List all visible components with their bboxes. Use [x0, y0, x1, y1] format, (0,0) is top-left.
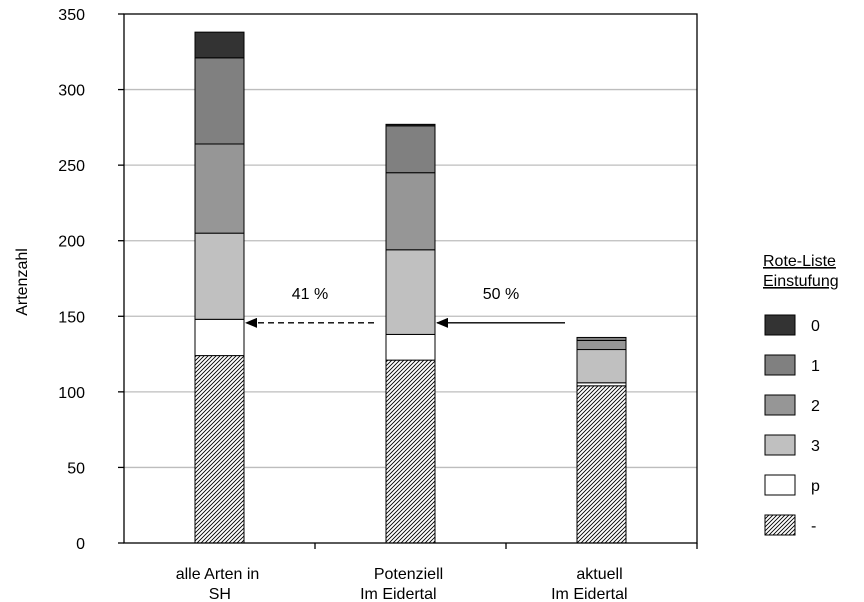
bar-segment [194, 31, 245, 59]
plot-area-frame [123, 13, 698, 544]
bar-segment [385, 249, 436, 335]
bar-segment [576, 336, 627, 341]
bar-segment [576, 339, 627, 351]
legend-title: Rote-Liste [763, 253, 836, 270]
legend-label: 0 [811, 318, 820, 335]
y-tick-label: 50 [67, 460, 85, 477]
bar-segment [194, 143, 245, 234]
bar-segment [194, 355, 245, 544]
legend-title: Einstufung [763, 273, 839, 290]
bar-segment [194, 232, 245, 320]
legend-label: p [811, 478, 820, 495]
bar-segment [385, 123, 436, 127]
category-label: Potenziell Im Eidertal [360, 566, 443, 602]
legend-swatch [764, 474, 796, 496]
category-label: aktuell Im Eidertal [551, 566, 627, 602]
legend-swatch [764, 514, 796, 536]
bar-segment [385, 359, 436, 544]
annotations: 41 % 50 % [245, 286, 565, 328]
legend-label: - [811, 518, 816, 535]
bar-segment [385, 125, 436, 174]
y-axis-label: Artenzahl [14, 248, 31, 316]
y-tick-label: 150 [58, 309, 85, 326]
legend-swatch [764, 314, 796, 336]
bar-segment [385, 333, 436, 361]
legend-label: 3 [811, 438, 820, 455]
bar-segment [194, 57, 245, 145]
legend-swatch [764, 394, 796, 416]
category-label: alle Arten in SH [176, 566, 260, 602]
bar-segment [385, 172, 436, 251]
legend-label: 2 [811, 398, 820, 415]
y-axis-ticks: 0 50 100 150 200 250 300 350 [58, 7, 698, 553]
bar-segment [576, 349, 627, 384]
bar-segment [194, 318, 245, 357]
annotation-label: 41 % [292, 286, 328, 303]
legend-swatch [764, 434, 796, 456]
y-tick-label: 100 [58, 385, 85, 402]
bar-segment [576, 385, 627, 544]
legend-swatch [764, 354, 796, 376]
annotation-label: 50 % [483, 286, 519, 303]
legend-label: 1 [811, 358, 820, 375]
y-tick-label: 300 [58, 83, 85, 100]
x-axis-categories: alle Arten in SH Potenziell Im Eidertal aktu… [176, 566, 628, 602]
y-tick-label: 0 [76, 536, 85, 553]
y-tick-label: 350 [58, 7, 85, 24]
y-tick-label: 200 [58, 234, 85, 251]
bars [194, 31, 627, 544]
y-tick-label: 250 [58, 158, 85, 175]
legend: Rote-Liste Einstufung 0 1 2 3 p - [763, 253, 839, 536]
